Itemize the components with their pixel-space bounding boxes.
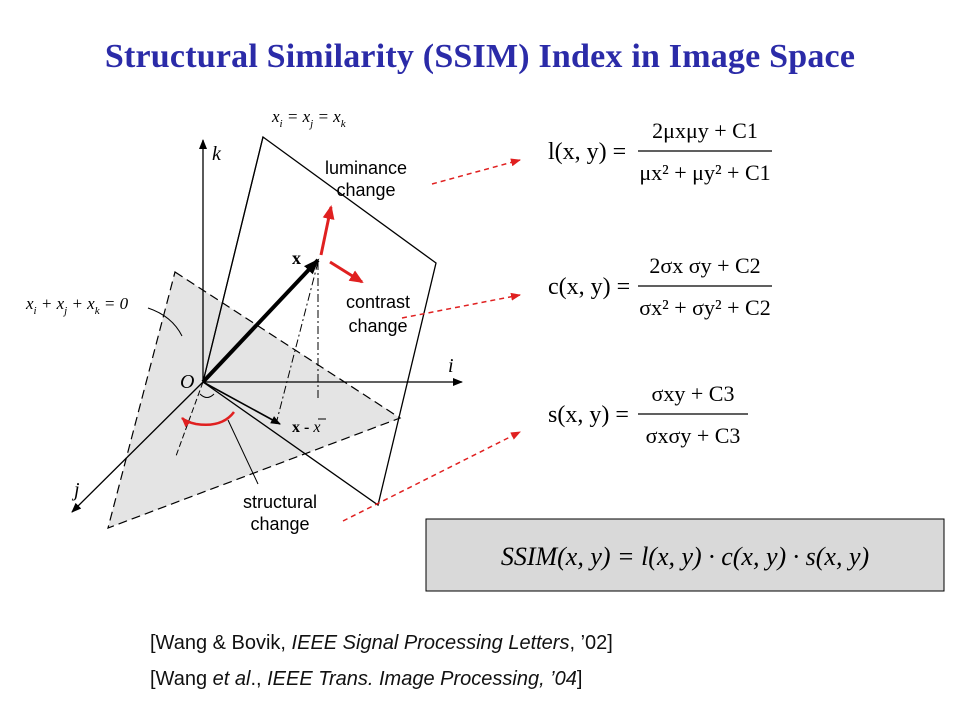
structural-label-2: change — [250, 514, 309, 534]
plane-equation-left: xi + xj + xk = 0 — [25, 294, 129, 317]
structure-formula: s(x, y) = σxy + C3 σxσy + C3 — [548, 381, 748, 448]
plane-equation-top: xi = xj = xk — [271, 107, 347, 130]
reference-1-part-c: , ’02] — [569, 632, 613, 654]
reference-2-part-a: [Wang — [150, 668, 213, 690]
vector-x-minus-mean-arrow — [202, 381, 281, 425]
axis-j-label: j — [71, 479, 80, 501]
diagonal-line — [202, 136, 264, 383]
contrast-denominator: σx² + σy² + C2 — [639, 295, 770, 320]
reference-1-journal: IEEE Signal Processing Letters — [291, 632, 570, 654]
contrast-formula-lhs: c(x, y) = — [548, 274, 630, 300]
structure-numerator: σxy + C3 — [652, 381, 735, 406]
contrast-label-1: contrast — [346, 292, 410, 312]
luminance-change-arrow — [319, 205, 335, 256]
page-title: Structural Similarity (SSIM) Index in Im… — [104, 38, 856, 75]
axis-i-label: i — [448, 355, 454, 377]
contrast-change-arrow — [329, 260, 364, 284]
contrast-formula: c(x, y) = 2σx σy + C2 σx² + σy² + C2 — [548, 253, 772, 320]
ssim-formula: SSIM(x, y) = l(x, y) · c(x, y) · s(x, y) — [501, 542, 869, 571]
reference-1: [Wang & Bovik, IEEE Signal Processing Le… — [150, 632, 613, 655]
plane-eq-leader — [147, 307, 183, 337]
structural-leader — [227, 419, 259, 485]
contrast-connector — [401, 292, 521, 319]
luminance-label-1: luminance — [325, 158, 407, 178]
reference-2-etal: et al — [212, 668, 251, 690]
luminance-numerator: 2μxμy + C1 — [652, 118, 758, 143]
luminance-formula: l(x, y) = 2μxμy + C1 μx² + μy² + C1 — [548, 118, 772, 185]
luminance-denominator: μx² + μy² + C1 — [639, 160, 770, 185]
reference-2: [Wang et al., IEEE Trans. Image Processi… — [150, 668, 582, 691]
contrast-label-2: change — [348, 316, 407, 336]
axis-j-line — [71, 381, 204, 513]
reference-2-part-e: ] — [576, 668, 583, 690]
vector-x-arrow — [201, 258, 320, 384]
structural-change-arrow — [181, 411, 235, 428]
reference-2-part-c: ., — [250, 668, 268, 690]
structural-connector — [342, 431, 521, 522]
structural-label-1: structural — [243, 492, 317, 512]
contrast-numerator: 2σx σy + C2 — [649, 253, 760, 278]
orthogonal-plane — [107, 271, 402, 529]
reference-2-journal: IEEE Trans. Image Processing, ’04 — [267, 668, 577, 690]
luminance-formula-lhs: l(x, y) = — [548, 139, 626, 165]
structure-formula-lhs: s(x, y) = — [548, 402, 629, 428]
structure-denominator: σxσy + C3 — [646, 423, 741, 448]
luminance-connector — [431, 158, 521, 185]
ssim-formula-box — [425, 518, 945, 592]
reference-1-part-a: [Wang & Bovik, — [150, 632, 292, 654]
vector-x-minus-mean-label: x - x — [292, 419, 320, 436]
vector-x-label: x — [292, 248, 301, 268]
origin-label: O — [180, 371, 194, 393]
luminance-label-2: change — [336, 180, 395, 200]
axis-k-label: k — [212, 143, 222, 165]
projection-line-2 — [275, 261, 319, 425]
angle-arc — [199, 393, 215, 398]
